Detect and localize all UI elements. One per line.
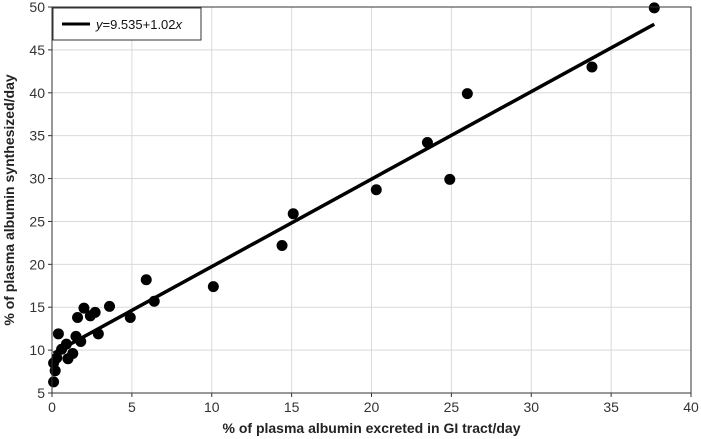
x-tick-label: 25 (444, 399, 460, 415)
data-point (140, 274, 152, 286)
data-point (586, 61, 598, 73)
y-axis-ticks: 5 10 15 20 25 30 35 40 45 50 (29, 0, 52, 401)
data-point (78, 302, 90, 314)
regression-line-layer (52, 22, 656, 355)
x-tick-label: 0 (48, 399, 56, 415)
x-axis-ticks: 0 5 10 15 20 25 30 35 40 (48, 393, 699, 415)
data-point (89, 306, 101, 318)
legend-label: y=9.535+1.02x (95, 17, 183, 32)
data-point (370, 184, 382, 196)
data-point (148, 295, 160, 307)
y-tick-label: 25 (29, 213, 45, 229)
data-point (104, 300, 116, 312)
y-tick-label: 50 (29, 0, 45, 15)
data-point (648, 2, 660, 14)
y-tick-label: 20 (29, 256, 45, 272)
y-tick-label: 10 (29, 342, 45, 358)
x-tick-label: 15 (284, 399, 300, 415)
x-tick-label: 5 (128, 399, 136, 415)
data-points (48, 2, 660, 388)
data-point (48, 376, 60, 388)
regression-line (52, 22, 656, 355)
x-tick-label: 35 (603, 399, 619, 415)
data-point (67, 348, 79, 360)
data-point (287, 208, 299, 220)
legend: y=9.535+1.02x (52, 7, 202, 41)
data-point (75, 336, 87, 348)
data-point (92, 328, 104, 340)
x-tick-label: 30 (523, 399, 539, 415)
data-point (60, 338, 72, 350)
grid (51, 6, 692, 394)
legend-label-y: y (95, 17, 104, 32)
data-point (52, 328, 64, 340)
y-tick-label: 40 (29, 85, 45, 101)
data-point (72, 312, 84, 324)
data-point (444, 173, 456, 185)
y-tick-label: 30 (29, 171, 45, 187)
data-point (276, 239, 288, 251)
x-tick-label: 10 (204, 399, 220, 415)
data-point (51, 352, 63, 364)
y-tick-label: 35 (29, 128, 45, 144)
legend-label-rest: =9.535+1.02 (103, 17, 176, 32)
data-point (421, 137, 433, 149)
legend-label-x: x (175, 17, 183, 32)
x-axis-title: % of plasma albumin excreted in GI tract… (223, 420, 521, 436)
data-point (124, 312, 136, 324)
y-axis-title: % of plasma albumin synthesized/day (1, 74, 17, 326)
x-tick-label: 40 (683, 399, 699, 415)
data-point (207, 281, 219, 293)
data-point (461, 88, 473, 100)
x-tick-label: 20 (364, 399, 380, 415)
y-tick-label: 45 (29, 42, 45, 58)
y-tick-label: 15 (29, 299, 45, 315)
y-tick-label: 5 (37, 385, 45, 401)
